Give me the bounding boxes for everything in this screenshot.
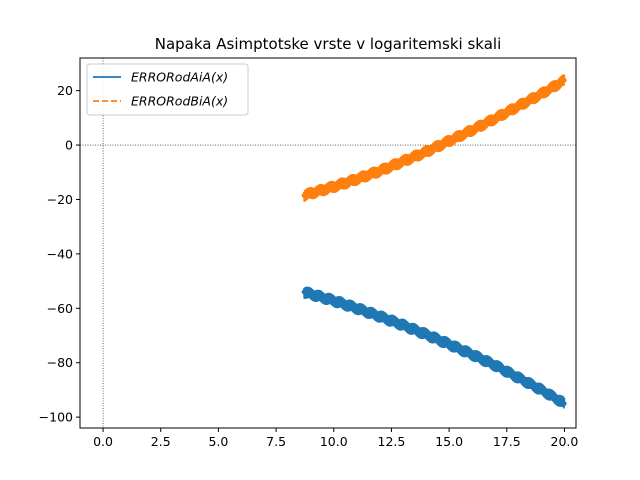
x-tick-label: 7.5 bbox=[266, 434, 286, 449]
x-tick-label: 15.0 bbox=[435, 434, 463, 449]
data-point bbox=[423, 332, 429, 337]
data-point bbox=[301, 193, 306, 198]
y-tick-label: −60 bbox=[47, 301, 73, 316]
x-tick-label: 17.5 bbox=[493, 434, 521, 449]
data-point bbox=[493, 363, 498, 368]
series-ERRORodBiA(x) bbox=[301, 74, 567, 203]
legend-label-ERRORodBiA: ERRORodBiA(x) bbox=[131, 94, 228, 109]
series-layer bbox=[301, 74, 567, 409]
x-tick-label: 0.0 bbox=[93, 434, 113, 449]
data-point bbox=[446, 342, 452, 347]
axes-frame bbox=[79, 57, 577, 429]
series-line bbox=[302, 74, 566, 203]
y-axis: 20 0 −20 −40 −60 −80 −100 bbox=[39, 83, 80, 425]
data-point bbox=[400, 159, 406, 164]
data-point bbox=[493, 116, 498, 121]
data-point bbox=[423, 149, 429, 155]
x-tick-label: 20.0 bbox=[551, 434, 579, 449]
data-point bbox=[516, 375, 521, 380]
series-ERRORodAiA(x) bbox=[301, 286, 567, 409]
y-tick-label: −100 bbox=[39, 410, 73, 425]
data-point bbox=[516, 103, 521, 109]
series-line bbox=[302, 286, 566, 409]
x-tick-label: 5.0 bbox=[208, 434, 228, 449]
x-tick-label: 12.5 bbox=[378, 434, 406, 449]
data-point bbox=[562, 401, 567, 406]
chart-title: Napaka Asimptotske vrste v logaritemski … bbox=[155, 35, 502, 53]
data-point bbox=[354, 176, 360, 182]
y-tick-label: −20 bbox=[47, 192, 73, 207]
data-point bbox=[446, 138, 452, 144]
y-tick-label: −40 bbox=[47, 246, 73, 261]
legend: ERRORodAiA(x) ERRORodBiA(x) bbox=[86, 63, 249, 116]
y-tick-label: −80 bbox=[47, 355, 73, 370]
data-point bbox=[400, 322, 406, 328]
data-point bbox=[377, 314, 383, 319]
data-point bbox=[562, 78, 567, 83]
legend-box bbox=[86, 63, 249, 116]
x-axis: 0.0 2.5 5.0 7.5 10.0 12.5 15.0 17.5 20.0 bbox=[93, 428, 578, 449]
y-tick-label: 0 bbox=[65, 138, 73, 153]
data-point bbox=[331, 298, 336, 303]
legend-label-ERRORodAiA: ERRORodAiA(x) bbox=[131, 70, 228, 85]
reference-lines bbox=[80, 58, 576, 428]
data-point bbox=[539, 387, 544, 393]
data-point bbox=[301, 289, 306, 295]
data-point bbox=[469, 127, 475, 133]
x-tick-label: 2.5 bbox=[151, 434, 171, 449]
x-tick-label: 10.0 bbox=[320, 434, 348, 449]
data-point bbox=[469, 352, 475, 357]
data-point bbox=[331, 184, 336, 189]
y-tick-label: 20 bbox=[57, 83, 73, 98]
data-point bbox=[539, 91, 544, 97]
data-point bbox=[377, 168, 383, 174]
data-point bbox=[354, 306, 360, 311]
